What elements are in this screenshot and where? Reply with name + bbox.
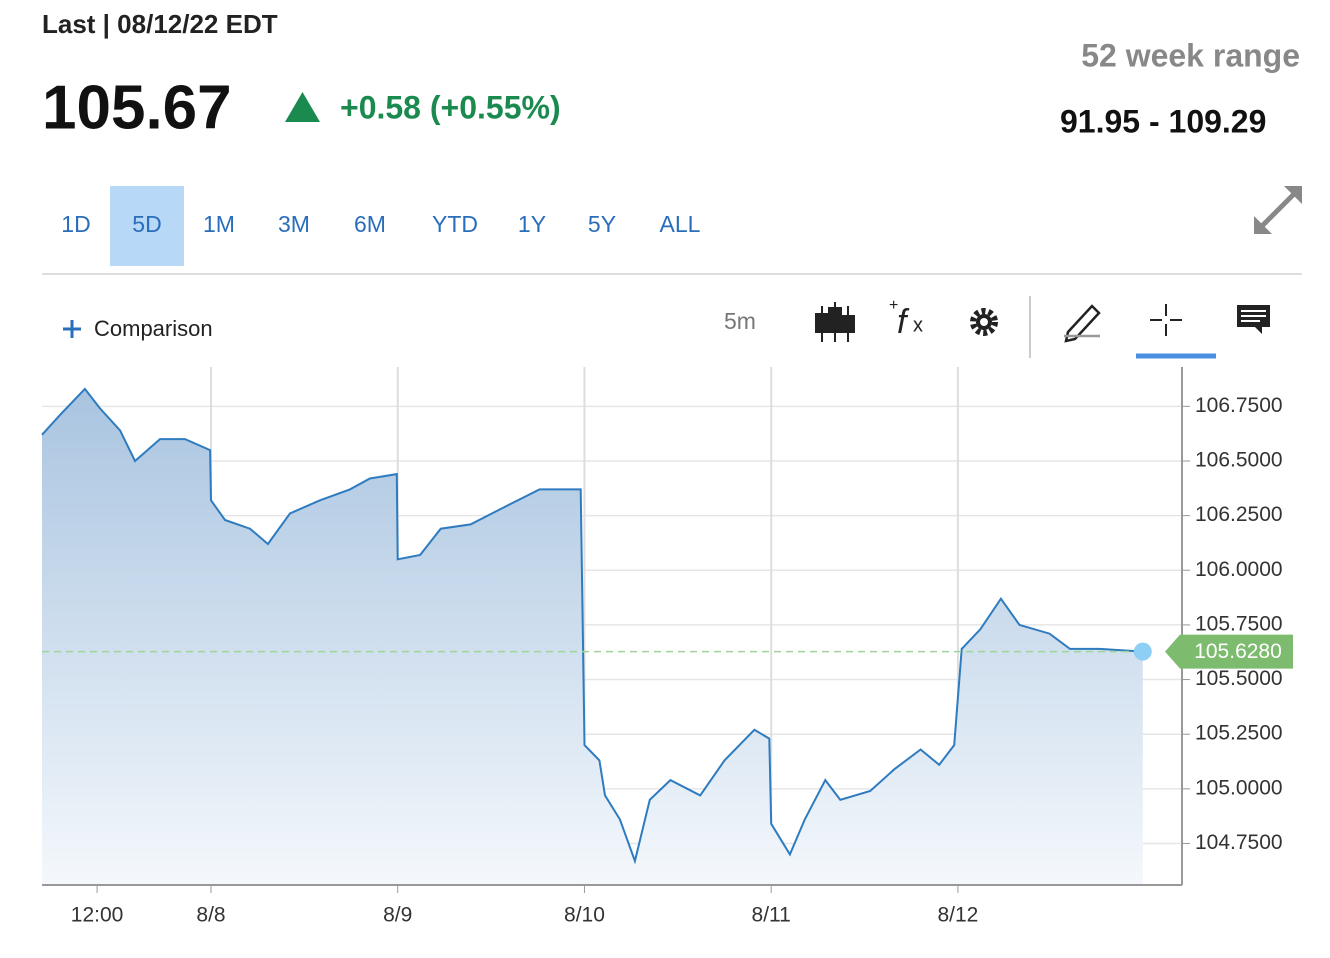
x-tick-label: 12:00 <box>71 904 124 927</box>
price-change: +0.58 (+0.55%) <box>340 89 561 125</box>
price-line <box>41 387 1143 865</box>
up-arrow <box>285 92 320 122</box>
y-tick-label: 104.7500 <box>1195 831 1283 854</box>
y-tick-label: 106.5000 <box>1195 449 1283 472</box>
comparison-label: Comparison <box>94 316 213 341</box>
x-tick-label: 8/12 <box>937 904 978 927</box>
y-tick-label: 106.2500 <box>1195 503 1283 526</box>
y-tick-label: 105.7500 <box>1195 612 1283 635</box>
comparison-button[interactable]: Comparison <box>63 316 213 341</box>
y-tick-label: 105.2500 <box>1195 722 1283 745</box>
range-button[interactable]: 1Y <box>518 211 546 237</box>
range-button[interactable]: ALL <box>660 211 701 237</box>
range-buttons: 1D 5D 1M 3M 6M YTD 1Y 5Y ALL <box>61 186 701 266</box>
draw-icon[interactable] <box>1064 304 1101 343</box>
range-button[interactable]: 6M <box>354 211 386 237</box>
y-tick-label: 105.5000 <box>1195 667 1283 690</box>
last-price-label: 105.6280 <box>1194 640 1282 663</box>
expand-icon[interactable] <box>1254 186 1302 234</box>
price: 105.67 <box>42 73 232 142</box>
x-tick-label: 8/10 <box>564 904 605 927</box>
last-price-tag <box>1165 634 1293 669</box>
range-button[interactable]: 5Y <box>588 211 616 237</box>
y-tick-label: 106.7500 <box>1195 394 1283 417</box>
plot-area: 104.7500 105.0000 105.2500 105.5000 105.7500… <box>41 367 1293 927</box>
fx-icon[interactable]: + f x <box>889 297 923 341</box>
y-tick-label: 105.0000 <box>1195 776 1283 799</box>
active-range-bg <box>110 186 184 266</box>
x-tick-label: 8/11 <box>752 904 791 927</box>
area <box>42 388 1143 885</box>
settings-icon[interactable] <box>970 308 998 336</box>
y-tick-label: 106.0000 <box>1195 558 1283 581</box>
x-tick-label: 8/9 <box>383 904 412 927</box>
range-button[interactable]: 1M <box>203 211 235 237</box>
x-tick-label: 8/8 <box>196 904 225 927</box>
candle-icon[interactable] <box>815 302 855 342</box>
svg-text:f: f <box>897 303 910 341</box>
range-button[interactable]: 5D <box>132 211 161 237</box>
crosshair-icon[interactable] <box>1150 304 1182 336</box>
last-point <box>1133 642 1152 661</box>
range-button[interactable]: YTD <box>432 211 478 237</box>
last-label: Last | 08/12/22 EDT <box>42 9 278 39</box>
svg-text:+: + <box>889 297 898 314</box>
comment-icon[interactable] <box>1237 305 1270 334</box>
range-button[interactable]: 1D <box>61 211 90 237</box>
svg-text:x: x <box>913 314 923 336</box>
range-title: 52 week range <box>1081 37 1300 73</box>
range-value: 91.95 - 109.29 <box>1060 103 1266 139</box>
range-button[interactable]: 3M <box>278 211 310 237</box>
interval[interactable]: 5m <box>724 308 756 334</box>
